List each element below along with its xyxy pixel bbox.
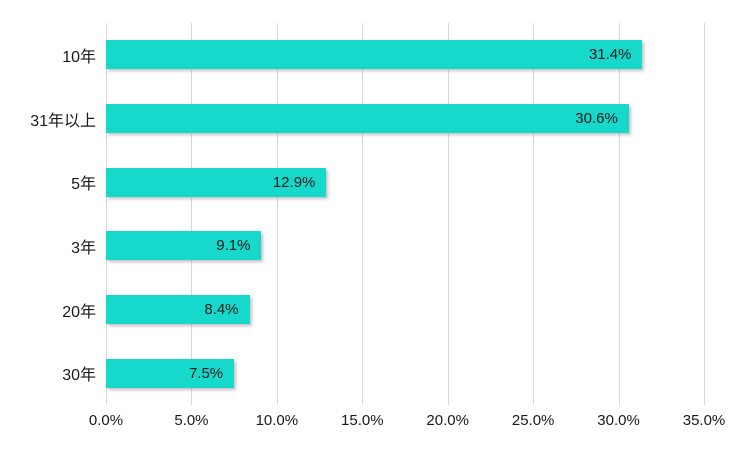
category-row: 31年以上: [0, 87, 96, 151]
bar: 9.1%: [106, 231, 262, 261]
x-axis-tick-label: 25.0%: [511, 412, 555, 429]
bar: 7.5%: [106, 358, 235, 388]
category-axis: 10年 31年以上 5年 3年 20年 30年: [0, 23, 96, 405]
gridline: [362, 23, 364, 405]
bar-value-label: 31.4%: [588, 46, 632, 64]
bar-value-label: 30.6%: [575, 110, 618, 127]
bar-row: 7.5%: [106, 341, 704, 405]
bar: 31.4%: [106, 40, 643, 70]
gridline: [447, 23, 449, 405]
bar: 12.9%: [106, 167, 327, 197]
bar-row: 30.6%: [106, 87, 704, 151]
category-row: 5年: [0, 150, 96, 214]
gridline: [191, 23, 193, 405]
plot-area: 31.4% 30.6% 12.9% 9.1% 8.4% 7.5%: [106, 23, 705, 405]
x-axis-tick-label: 20.0%: [426, 412, 469, 429]
x-axis-tick-label: 15.0%: [341, 412, 384, 429]
bar-row: 31.4%: [106, 23, 704, 87]
bar-rows: 31.4% 30.6% 12.9% 9.1% 8.4% 7.5%: [106, 23, 704, 405]
gridline: [106, 23, 107, 405]
x-axis: 0.0% 5.0% 10.0% 15.0% 20.0% 25.0% 30.0% 35.0%: [89, 412, 725, 436]
category-row: 3年: [0, 214, 96, 278]
gridline: [276, 23, 278, 405]
bar-value-label: 7.5%: [188, 364, 224, 382]
gridline: [533, 23, 535, 405]
x-axis-tick-label: 0.0%: [88, 412, 124, 429]
category-label: 5年: [71, 176, 96, 194]
category-label: 10年: [62, 48, 96, 66]
bar-row: 9.1%: [106, 214, 704, 278]
category-label: 3年: [71, 239, 96, 257]
bar: 8.4%: [106, 295, 250, 325]
category-row: 10年: [0, 23, 96, 87]
x-axis-tick-label: 10.0%: [255, 412, 299, 429]
bar-value-label: 9.1%: [216, 237, 251, 255]
bar: 30.6%: [106, 104, 629, 133]
x-axis-tick-label: 30.0%: [597, 412, 640, 429]
gridline: [704, 23, 705, 405]
bar-row: 8.4%: [106, 278, 704, 342]
bar-value-label: 8.4%: [204, 301, 239, 319]
gridline: [618, 23, 620, 405]
bar-value-label: 12.9%: [272, 173, 316, 191]
bar-row: 12.9%: [106, 150, 704, 214]
category-label: 31年以上: [30, 112, 96, 130]
x-axis-tick-label: 5.0%: [174, 412, 209, 429]
category-row: 20年: [0, 278, 96, 342]
category-label: 20年: [62, 303, 96, 321]
category-label: 30年: [62, 367, 96, 385]
category-row: 30年: [0, 341, 96, 405]
x-axis-tick-label: 35.0%: [682, 412, 726, 429]
